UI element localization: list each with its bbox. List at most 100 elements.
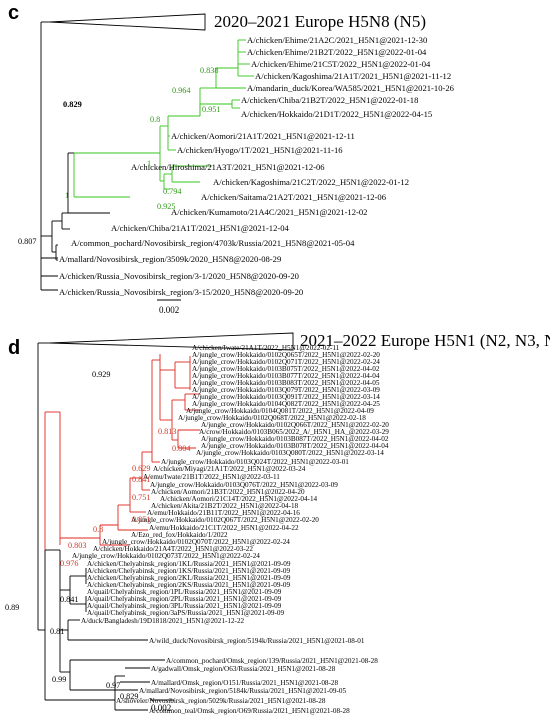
support-value: 0.841 [132,475,150,484]
leaf-label: A/common_pochard/Omsk_region/139/Russia/… [166,657,378,665]
support-value: 0.99 [52,675,66,684]
leaf-label: A/chicken/Aomori/21C14T/2022_H5N1@2022-0… [160,495,318,503]
support-value: 0.929 [92,370,110,379]
leaf-label: A/jungle_crow/Hokkaido/0103B083T/2022_H5… [192,379,380,387]
leaf-label: A/jungle_crow/Hokkaido/0104Q082T/2022_H5… [192,400,380,408]
leaf-label: A/jungle_crow/Hokkaido/0102Q067T/2022_H5… [131,516,319,524]
leaf-label: A/chicken/Chiba/21A1T/2021_H5N1@2021-12-… [111,223,290,233]
support-value: 0.629 [132,464,150,473]
support-value: 0.97 [106,681,120,690]
leaf-label: A/chicken/Chelyabinsk_region/1KS/Russia/… [87,567,290,575]
support-value: 0.8 [150,115,160,124]
leaf-label: A/chicken/Iwate/21A1T/2022_H5N1@2022-02-… [192,344,340,352]
panel-c-basal-branches [40,236,58,291]
support-value: 0.803 [68,541,86,550]
leaf-label: A/jungle_crow/Hokkaido/0102Q071T/2022_H5… [192,358,380,366]
leaf-label: A/quail/Chelyabinsk_region/3PL/Russia/20… [87,602,282,610]
leaf-label: A/jungle_crow/Hokkaido/0102Q068T/2022_H5… [178,414,366,422]
scale-bar-c-label: 0.002 [159,305,179,315]
leaf-label: A/jungle_crow/Hokkaido/0103B075T/2022_H5… [192,365,380,373]
leaf-label: A/mandarin_duck/Korea/WA585/2021_H5N1@20… [247,83,455,93]
leaf-label: A/mallard/Novosibirsk_region/3509k/2020_… [59,254,281,264]
leaf-label: A/shoveler/Novosibirsk_region/5029k/Russ… [116,697,326,705]
collapsed-clade-triangle-c [49,13,206,31]
support-value: 0.813 [158,427,176,436]
leaf-label: A/chicken/Kumamoto/21A4C/2021_H5N1@2021-… [171,207,367,217]
leaf-label: A/chicken/Hyogo/1T/2021_H5N1@2021-11-16 [177,145,343,155]
support-value: 1 [65,191,69,200]
panel-c-leaf-labels: A/chicken/Ehime/21A2C/2021_H5N1@2021-12-… [59,35,455,297]
leaf-label: A/common_pochard/Novosibirsk_region/4703… [71,238,355,248]
leaf-label: A/jungle_crow/Hokkaido/0104Q081T/2022_H5… [186,407,374,415]
leaf-label: A/chicken/Aomori/21B3T/2022_H5N1@2022-04… [151,488,305,496]
leaf-label: A/emu/Hokkaido/21B11T/2022_H5N1@2022-04-… [147,509,300,517]
leaf-label: A/emu/Iwate/21B1T/2022_H5N1@2022-03-11 [143,473,280,481]
leaf-label: A/jungle_crow/Hokkaido/0103B078T/2022_H5… [201,442,389,450]
support-value: 0.838 [200,66,218,75]
collapsed-clade-triangle-d [49,332,294,351]
leaf-label: A/jungle_crow/Hokkaido/0103Q024T/2022_H5… [161,458,349,466]
scale-bar-d-label: 0.002 [151,703,171,713]
leaf-label: A/chicken/Saitama/21A2T/2021_H5N1@2021-1… [201,192,387,202]
support-value: 1 [147,159,151,168]
leaf-label: A/jungle_crow/Hokkaido/0102Q073T/2022_H5… [72,552,260,560]
panel-d: d 2021–2022 Europe H5N1 (N2, N3, N5) [5,331,550,715]
leaf-label: A/quail/Chelyabinsk_region/2PL/Russia/20… [87,595,282,603]
leaf-label: A/chicken/Russia_Novosibirsk_region/3-15… [59,287,303,297]
leaf-label: A/jungle_crow/Hokkaido/0102Q066T/2022_H5… [201,421,389,429]
leaf-label: A/mallard/Novosibirsk_region/5184k/Russi… [139,687,346,695]
leaf-label: A/chicken/Russia_Novosibirsk_region/3-1/… [59,271,299,281]
support-value: 0.81 [50,627,64,636]
leaf-label: A/chicken/Hokkaido/21D1T/2022_H5N1@2022-… [241,109,432,119]
panel-c-green-branches [73,39,254,198]
panel-d-leaf-labels: A/chicken/Iwate/21A1T/2022_H5N1@2022-02-… [72,344,389,715]
support-value: 0.751 [132,493,150,502]
leaf-label: A/chicken/Chelyabinsk_region/2KL/Russia/… [87,574,291,582]
leaf-label: A/chicken/Hokkaido/21A4T/2022_H5N1@2022-… [93,545,253,553]
leaf-label: A/chicken/Akita/21B2T/2022_H5N1@2022-04-… [151,502,299,510]
leaf-label: A/chicken/Aomori/21A1T/2021_H5N1@2021-12… [171,131,355,141]
leaf-label: A/jungle_crow/Hokkaido/0103Q091T/2022_H5… [192,393,380,401]
panel-c-letter: c [8,2,19,24]
leaf-label: A/duck/Bangladesh/19D1818/2021_H5N1@2021… [81,617,245,625]
leaf-label: A/gadwall/Omsk_region/O63/Russia/2021_H5… [151,665,336,673]
support-value: 0.89 [5,603,19,612]
leaf-label: A/chicken/Ehime/21A2C/2021_H5N1@2021-12-… [247,35,427,45]
panel-c: c 2020–2021 Europe H5N8 (N5) [8,2,455,315]
leaf-label: A/chicken/Ehime/21B2T/2022_H5N1@2022-01-… [247,47,427,57]
panel-d-title: 2021–2022 Europe H5N1 (N2, N3, N5) [300,331,550,350]
leaf-label: A/wild_duck/Novosibirsk_region/5194k/Rus… [149,637,365,645]
panel-d-red-branches [44,354,200,550]
support-value: 0.8 [93,525,103,534]
support-value: 0.925 [157,202,175,211]
panel-d-letter: d [8,337,20,359]
support-value: 0.804 [172,444,190,453]
panel-d-black-branches [37,342,165,711]
leaf-label: A/crow/Hokkaido/0103B065/2022_A/_H5N1_HA… [199,428,389,436]
support-value: 0.829 [63,100,82,109]
support-value: 0.807 [18,237,36,246]
leaf-label: A/quail/Chelyabinsk_region/1PL/Russia/20… [87,588,282,596]
leaf-label: A/jungle_crow/Hokkaido/0103Q079T/2022_H5… [192,386,380,394]
leaf-label: A/jungle_crow/Hokkaido/0103Q076T/2022_H5… [150,481,338,489]
leaf-label: A/chicken/Chelyabinsk_region/2KS/Russia/… [87,581,290,589]
leaf-label: A/chicken/Kagoshima/21A1T/2021_H5N1@2021… [255,71,451,81]
leaf-label: A/chicken/Miyagi/21A1T/2022_H5N1@2022-03… [153,465,306,473]
leaf-label: A/jungle_crow/Hokkaido/0102Q065T/2022_H5… [192,351,380,359]
support-value: 0.951 [202,105,220,114]
leaf-label: A/emu/Hokkaido/21C1T/2022_H5N1@2022-04-2… [149,524,299,532]
leaf-label: A/common_teal/Omsk_region/O69/Russia/202… [149,707,350,715]
leaf-label: A/chicken/Chiba/21B2T/2022_H5N1@2022-01-… [241,95,418,105]
leaf-label: A/jungle_crow/Hokkaido/0103B087T/2022_H5… [201,435,389,443]
leaf-label: A/chicken/Hiroshima/21A3T/2021_H5N1@2021… [131,162,325,172]
support-value: 0.829 [120,692,138,701]
leaf-label: A/chicken/Kagoshima/21C2T/2022_H5N1@2022… [213,177,409,187]
panel-c-title: 2020–2021 Europe H5N8 (N5) [214,12,426,31]
leaf-label: A/Ezo_red_fox/Hokkaido/1/2022 [131,531,228,539]
panel-c-black-branches [40,21,110,261]
leaf-label: A/chicken/Ehime/21C5T/2022_H5N1@2022-01-… [251,59,431,69]
leaf-label: A/chicken/Chelyabinsk_region/1KL/Russia/… [87,560,291,568]
leaf-label: A/quail/Chelyabinsk_region/3aPS/Russia/2… [87,609,284,617]
leaf-label: A/jungle_crow/Hokkaido/0102Q070T/2022_H5… [102,538,290,546]
